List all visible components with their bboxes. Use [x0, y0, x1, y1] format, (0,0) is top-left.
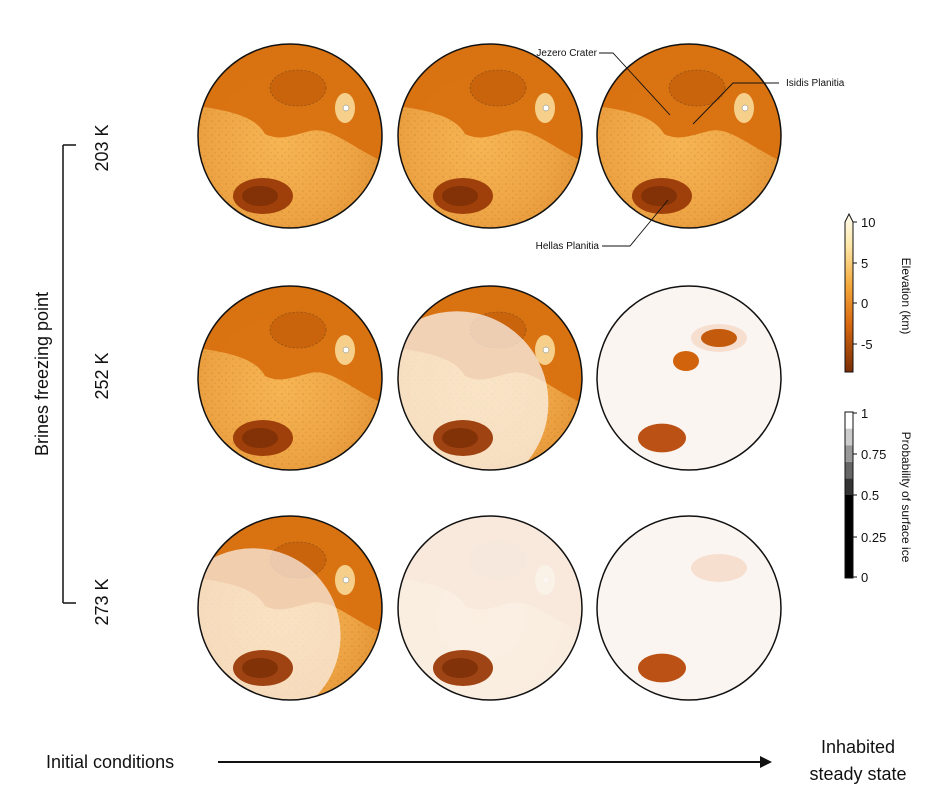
volcano-summit: [342, 576, 350, 584]
annotation-jezero-crater: Jezero Crater: [536, 48, 597, 59]
lowland-basin: [269, 311, 327, 349]
ice-colorbar: 1 0.75 0.5 0.25 0 Probability of surface…: [844, 406, 913, 585]
hellas-basin: [638, 423, 686, 453]
hellas-deep: [242, 658, 278, 678]
surface-ice: [398, 516, 582, 700]
globe-0-1: [398, 44, 582, 228]
globe-2-2: [597, 516, 781, 700]
ice-band-2: [845, 461, 853, 479]
x-axis-end-label-2: steady state: [809, 764, 906, 784]
ice-tick-0: 0: [861, 570, 868, 585]
row-label-252k: 252 K: [92, 352, 112, 399]
volcano-summit: [542, 346, 550, 354]
annotation-isidis-planitia: Isidis Planitia: [786, 78, 845, 89]
globe-1-2: [597, 286, 781, 470]
x-axis-start-label: Initial conditions: [46, 752, 174, 772]
time-axis: Initial conditions Inhabited steady stat…: [46, 737, 907, 784]
hellas-deep: [641, 186, 677, 206]
x-axis-end-label-1: Inhabited: [821, 737, 895, 757]
globe-outline: [596, 515, 782, 701]
ice-tick-1: 1: [861, 406, 868, 421]
globe-outline: [197, 515, 383, 701]
row-label-273k: 273 K: [92, 578, 112, 625]
elev-tick-minus5: -5: [861, 337, 873, 352]
y-axis-label: Brines freezing point: [32, 292, 52, 456]
ice-tick-05: 0.5: [861, 488, 879, 503]
hellas-deep: [442, 428, 478, 448]
hellas-deep: [442, 186, 478, 206]
ice-label: Probability of surface ice: [899, 432, 913, 563]
annotation-leader-lines: [599, 52, 779, 247]
ice-tick-025: 0.25: [861, 530, 886, 545]
elevation-label: Elevation (km): [899, 258, 913, 335]
surface-ice: [597, 516, 781, 700]
globe-outline: [197, 285, 383, 471]
surface-ice: [597, 286, 781, 470]
freezing-point-axis: Brines freezing point 203 K 252 K 273 K: [32, 124, 112, 625]
volcano-summit: [741, 104, 749, 112]
globe-0-0: [198, 44, 382, 228]
hellas-deep: [242, 186, 278, 206]
ice-band-3: [845, 445, 853, 462]
globe-outline: [596, 285, 782, 471]
elev-tick-10: 10: [861, 215, 875, 230]
globe-1-1: [398, 286, 582, 470]
isidis-pocket: [701, 329, 737, 347]
ice-tick-075: 0.75: [861, 447, 886, 462]
globe-2-1: [398, 516, 582, 700]
ice-band-0: [845, 495, 853, 578]
globe-outline: [397, 515, 583, 701]
lowland-basin: [269, 69, 327, 107]
row-label-203k: 203 K: [92, 124, 112, 171]
jezero-pocket: [673, 351, 699, 371]
globe-1-0: [198, 286, 382, 470]
volcano-summit: [542, 104, 550, 112]
globe-outline: [397, 43, 583, 229]
globe-outline: [397, 285, 583, 471]
ice-band-1: [845, 478, 853, 495]
hellas-deep: [442, 658, 478, 678]
volcano-summit: [342, 346, 350, 354]
ice-band-4: [845, 428, 853, 446]
globe-0-2: [597, 44, 781, 228]
elev-tick-0: 0: [861, 296, 868, 311]
volcano-summit: [342, 104, 350, 112]
lowland-remnant: [691, 554, 747, 582]
lowland-basin: [469, 69, 527, 107]
ice-band-5: [845, 412, 853, 429]
globe-2-0: [198, 516, 382, 700]
globe-outline: [596, 43, 782, 229]
globe-grid: [197, 43, 782, 701]
annotation-hellas-planitia: Hellas Planitia: [536, 241, 600, 252]
hellas-deep: [242, 428, 278, 448]
lowland-basin: [668, 69, 726, 107]
globe-outline: [197, 43, 383, 229]
surface-ice: [398, 311, 549, 470]
arrow-head-icon: [760, 756, 772, 768]
hellas-basin: [638, 653, 686, 683]
elevation-colorbar: 10 5 0 -5 Elevation (km): [844, 212, 913, 373]
elev-tick-5: 5: [861, 256, 868, 271]
